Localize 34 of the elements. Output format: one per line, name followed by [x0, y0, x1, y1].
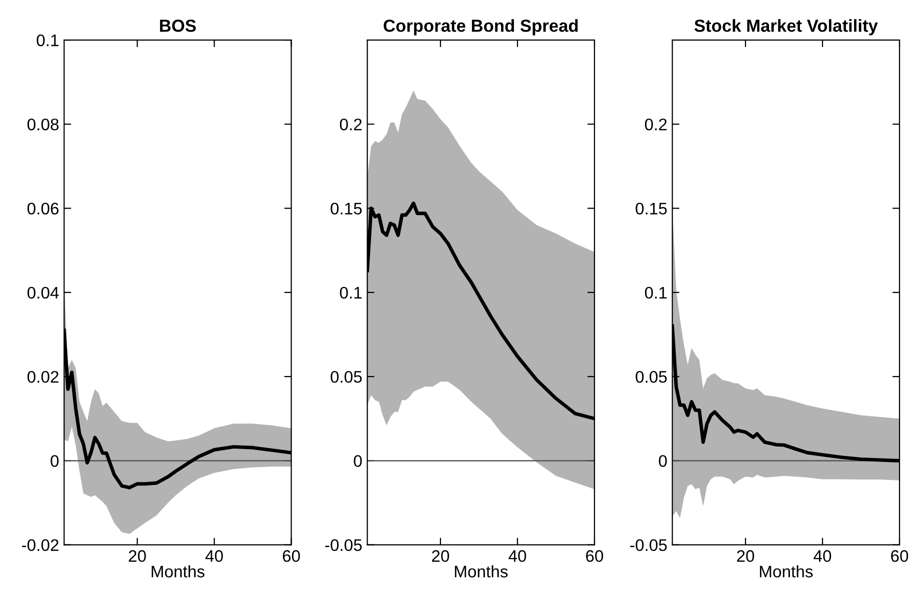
y-tick-label: 0.06	[27, 202, 59, 215]
y-tick-label: 0	[658, 455, 667, 467]
y-tick-label: 0.05	[636, 370, 667, 383]
y-tick-label: 0.1	[644, 286, 667, 299]
x-tick-label: 40	[814, 550, 832, 562]
y-tick-label: 0	[50, 455, 59, 467]
y-tick-label: -0.05	[325, 539, 362, 552]
y-tick-label: 0.1	[36, 34, 58, 46]
x-axis-title: Months	[760, 565, 813, 578]
x-tick-label: 40	[205, 550, 223, 562]
chart-title: BOS	[160, 20, 196, 32]
x-tick-label: 20	[737, 550, 754, 562]
y-tick-label: 0.02	[27, 370, 58, 383]
chart-title: Corporate Bond Spread	[384, 19, 578, 36]
x-tick-label: 20	[432, 550, 450, 562]
x-tick-label: 60	[891, 550, 908, 562]
y-tick-label: 0	[354, 455, 362, 467]
chart-title: Stock Market Volatility	[694, 19, 878, 36]
y-tick-label: 0.05	[330, 370, 362, 383]
y-tick-label: 0.2	[340, 118, 362, 130]
x-tick-label: 40	[508, 550, 526, 562]
x-axis-title: Months	[152, 565, 204, 578]
y-tick-label: -0.05	[630, 539, 667, 552]
y-tick-label: 0.04	[27, 286, 59, 299]
y-tick-label: 0.15	[636, 202, 667, 215]
x-tick-label: 60	[586, 550, 604, 562]
y-tick-label: 0.1	[340, 286, 362, 299]
y-tick-label: 0.08	[27, 118, 59, 130]
x-tick-label: 20	[128, 550, 146, 562]
y-tick-label: 0.2	[644, 118, 667, 130]
y-tick-label: 0.15	[330, 202, 362, 215]
x-tick-label: 60	[282, 550, 300, 562]
x-axis-title: Months	[454, 565, 508, 578]
y-tick-label: -0.02	[22, 539, 58, 552]
